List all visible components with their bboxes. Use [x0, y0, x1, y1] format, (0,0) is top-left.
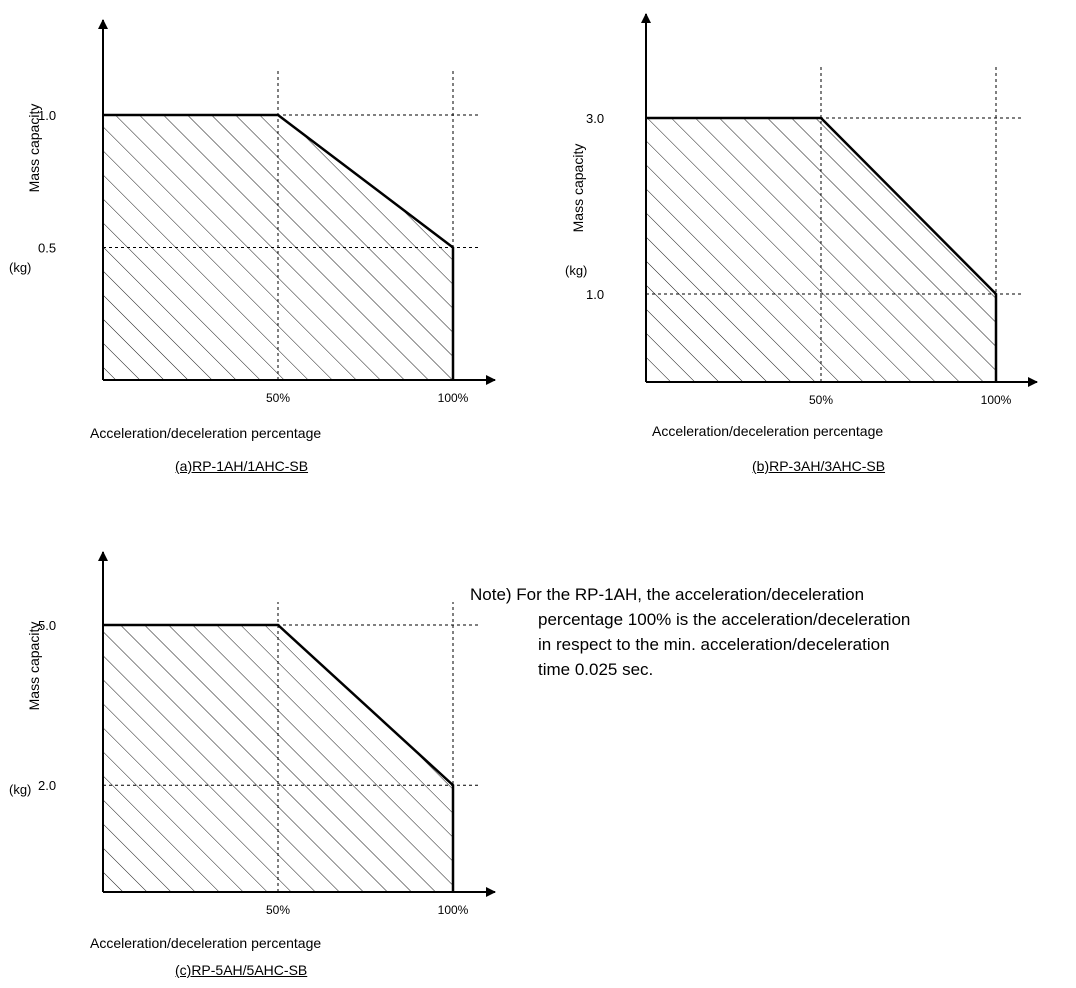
note-line-4: time 0.025 sec.: [538, 660, 654, 679]
y-axis-unit-c: (kg): [9, 782, 32, 797]
y-tick-label-b-0: 3.0: [586, 111, 604, 126]
y-axis-label-c: Mass capacity: [26, 621, 42, 711]
x-tick-label-a-0: 50%: [266, 391, 290, 405]
y-axis-unit-a: (kg): [9, 260, 32, 275]
y-tick-label-a-1: 0.5: [38, 241, 56, 256]
y-tick-label-c-1: 2.0: [38, 778, 56, 793]
y-tick-label-c-0: 5.0: [38, 618, 56, 633]
note-line-3: in respect to the min. acceleration/dece…: [538, 635, 890, 654]
y-axis-unit-b: (kg): [565, 263, 588, 278]
capacity-line-a: [103, 113, 455, 380]
y-axis-label-a: Mass capacity: [26, 103, 42, 193]
x-tick-label-c-1: 100%: [438, 903, 469, 917]
chart-title-b: (b)RP-3AH/3AHC-SB: [752, 458, 886, 474]
chart-title-c: (c)RP-5AH/5AHC-SB: [175, 962, 308, 978]
x-tick-label-b-1: 100%: [981, 393, 1012, 407]
note-line-2: percentage 100% is the acceleration/dece…: [538, 610, 911, 629]
note-block: Note) For the RP-1AH, the acceleration/d…: [470, 582, 910, 682]
chart-title-a: (a)RP-1AH/1AHC-SB: [175, 458, 309, 474]
chart-c: 50% 100% 5.0 2.0: [38, 551, 496, 917]
x-tick-label-a-1: 100%: [438, 391, 469, 405]
y-tick-label-a-0: 1.0: [38, 108, 56, 123]
x-tick-label-b-0: 50%: [809, 393, 833, 407]
chart-a: 50% 100% 1.0 0.5: [38, 19, 496, 405]
chart-b: 50% 100% 3.0 1.0: [586, 13, 1038, 407]
note-line-1: Note) For the RP-1AH, the acceleration/d…: [470, 585, 865, 604]
x-axis-label-a: Acceleration/deceleration percentage: [90, 425, 322, 441]
x-axis-label-b: Acceleration/deceleration percentage: [652, 423, 884, 439]
capacity-line-b: [646, 116, 998, 382]
x-tick-label-c-0: 50%: [266, 903, 290, 917]
y-axis-label-b: Mass capacity: [570, 143, 586, 233]
y-tick-label-b-1: 1.0: [586, 287, 604, 302]
x-axis-label-c: Acceleration/deceleration percentage: [90, 935, 322, 951]
capacity-line-c: [103, 623, 455, 892]
